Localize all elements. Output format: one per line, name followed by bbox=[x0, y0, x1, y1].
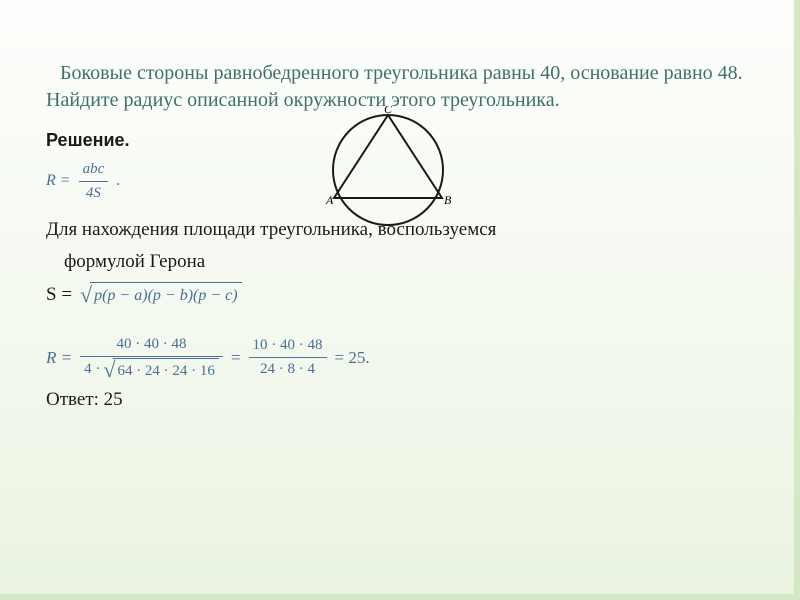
calc-frac1: 40 · 40 · 48 4 · √ 64 · 24 · 24 · 16 bbox=[78, 334, 225, 381]
period: . bbox=[116, 170, 120, 192]
inscribed-triangle bbox=[334, 115, 442, 198]
heron-intro-line2: формулой Герона bbox=[46, 249, 760, 275]
heron-formula-line: S = √ p(p − a)(p − b)(p − c) bbox=[46, 282, 760, 308]
calc-sqrt: √ 64 · 24 · 24 · 16 bbox=[103, 358, 219, 382]
calc-frac2-num: 10 · 40 · 48 bbox=[249, 335, 327, 358]
result-text: = 25. bbox=[335, 346, 370, 369]
vertex-label-a: A bbox=[325, 193, 334, 207]
vertex-label-b: B bbox=[444, 193, 452, 207]
calc-frac1-num: 40 · 40 · 48 bbox=[80, 334, 223, 357]
calc-frac1-den: 4 · √ 64 · 24 · 24 · 16 bbox=[80, 357, 223, 382]
border-right bbox=[794, 0, 800, 600]
triangle-in-circle-figure: A B C bbox=[318, 106, 458, 239]
geometry-svg: A B C bbox=[318, 106, 458, 234]
slide: Боковые стороны равнобедренного треуголь… bbox=[0, 0, 800, 600]
equals-1: = bbox=[231, 346, 241, 369]
calc-line: R = 40 · 40 · 48 4 · √ 64 · 24 · 24 · 16 bbox=[46, 334, 760, 381]
circumscribed-circle bbox=[333, 115, 443, 225]
answer-line: Ответ: 25 bbox=[46, 387, 760, 413]
heron-radicand: p(p − a)(p − b)(p − c) bbox=[90, 282, 241, 307]
r-equals-calc: R = bbox=[46, 346, 72, 369]
s-equals-label: S = bbox=[46, 282, 72, 308]
r-equals-label: R = bbox=[46, 170, 71, 192]
frac-num: abc bbox=[79, 159, 109, 182]
border-bottom bbox=[0, 594, 800, 600]
frac-den: 4S bbox=[79, 182, 109, 204]
vertex-label-c: C bbox=[384, 106, 393, 116]
heron-sqrt: √ p(p − a)(p − b)(p − c) bbox=[80, 282, 242, 307]
abc-over-4s: abc 4S bbox=[77, 159, 111, 203]
calc-frac2-den: 24 · 8 · 4 bbox=[249, 358, 327, 380]
calc-frac2: 10 · 40 · 48 24 · 8 · 4 bbox=[247, 335, 329, 379]
